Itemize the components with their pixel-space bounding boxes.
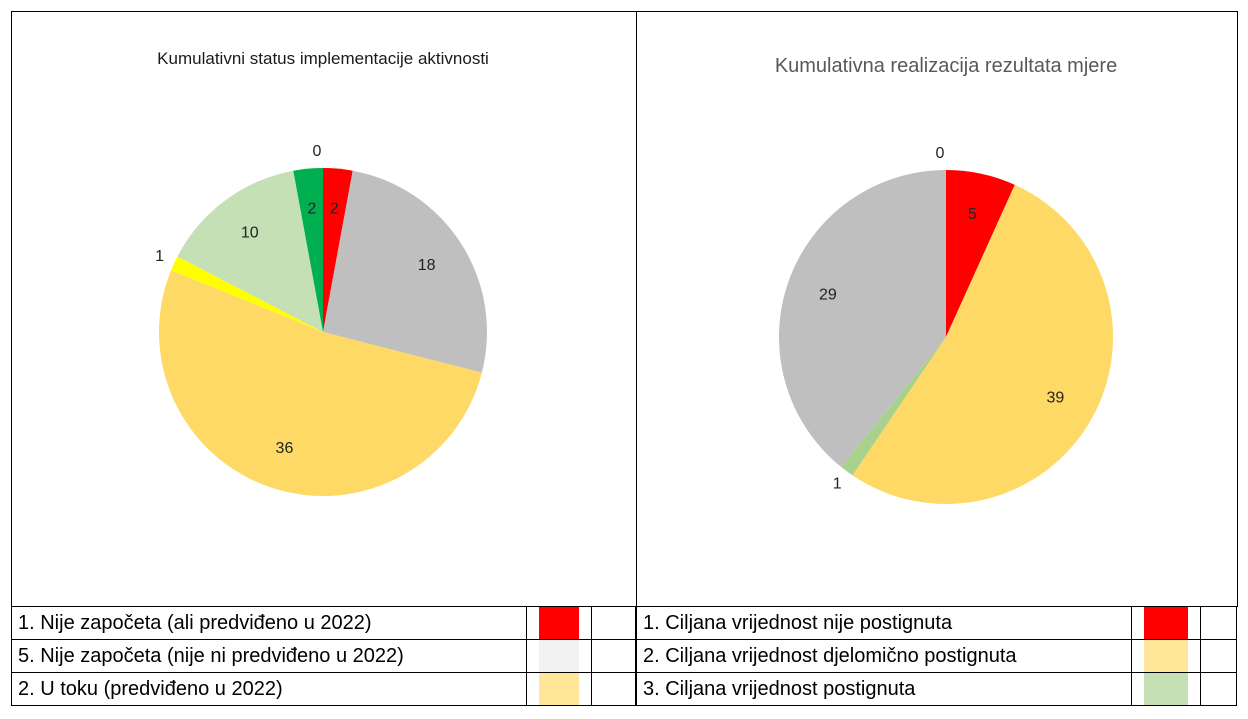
legend-label: 5. Nije započeta (nije ni predviđeno u 2… [11, 639, 527, 673]
legend-swatch [539, 673, 579, 705]
pie-slice [323, 168, 353, 332]
legend-swatch [1144, 607, 1188, 639]
pie-slice [171, 256, 323, 332]
data-label: 5 [968, 206, 977, 223]
pie-slice [779, 170, 946, 467]
pie-slice [293, 168, 323, 332]
chart-title: Kumulativna realizacija rezultata mjere [774, 55, 1118, 77]
empty-cell [591, 639, 636, 673]
legend-swatch [1144, 640, 1188, 672]
data-label: 1 [833, 475, 842, 492]
pie-chart: 5 39 1 29 0 [779, 145, 1113, 505]
swatch-cell [526, 639, 592, 673]
pie-slice [852, 184, 1113, 505]
data-label: 18 [418, 257, 436, 274]
pie-chart: 2 18 36 1 10 2 0 [155, 143, 487, 497]
data-label: 2 [307, 201, 316, 218]
legend-label: 2. U toku (predviđeno u 2022) [11, 672, 527, 706]
pie-slice [946, 170, 1015, 337]
swatch-cell [1131, 672, 1201, 706]
pie-slice [158, 270, 482, 497]
data-label: 36 [276, 440, 294, 457]
data-label: 0 [936, 145, 945, 162]
chart-title: Kumulativni status implementacije aktivn… [157, 49, 489, 68]
legend-swatch [539, 607, 579, 639]
legend-label: 3. Ciljana vrijednost postignuta [636, 672, 1132, 706]
swatch-cell [1131, 639, 1201, 673]
empty-cell [1200, 639, 1237, 673]
pie-slice [841, 337, 946, 476]
pie-slice [323, 170, 487, 373]
swatch-cell [526, 672, 592, 706]
swatch-cell [526, 606, 592, 640]
legend-swatch [1144, 673, 1188, 705]
empty-cell [1200, 606, 1237, 640]
empty-cell [591, 606, 636, 640]
data-label: 0 [313, 143, 322, 160]
legend-label: 1. Nije započeta (ali predviđeno u 2022) [11, 606, 527, 640]
data-label: 39 [1046, 389, 1064, 406]
legend-label: 1. Ciljana vrijednost nije postignuta [636, 606, 1132, 640]
pie-slice [177, 170, 323, 332]
empty-cell [591, 672, 636, 706]
data-label: 1 [155, 248, 164, 265]
legend-swatch [539, 640, 579, 672]
empty-cell [1200, 672, 1237, 706]
data-label: 2 [330, 201, 339, 218]
swatch-cell [1131, 606, 1201, 640]
data-label: 29 [819, 286, 837, 303]
legend-label: 2. Ciljana vrijednost djelomično postign… [636, 639, 1132, 673]
data-label: 10 [241, 224, 259, 241]
